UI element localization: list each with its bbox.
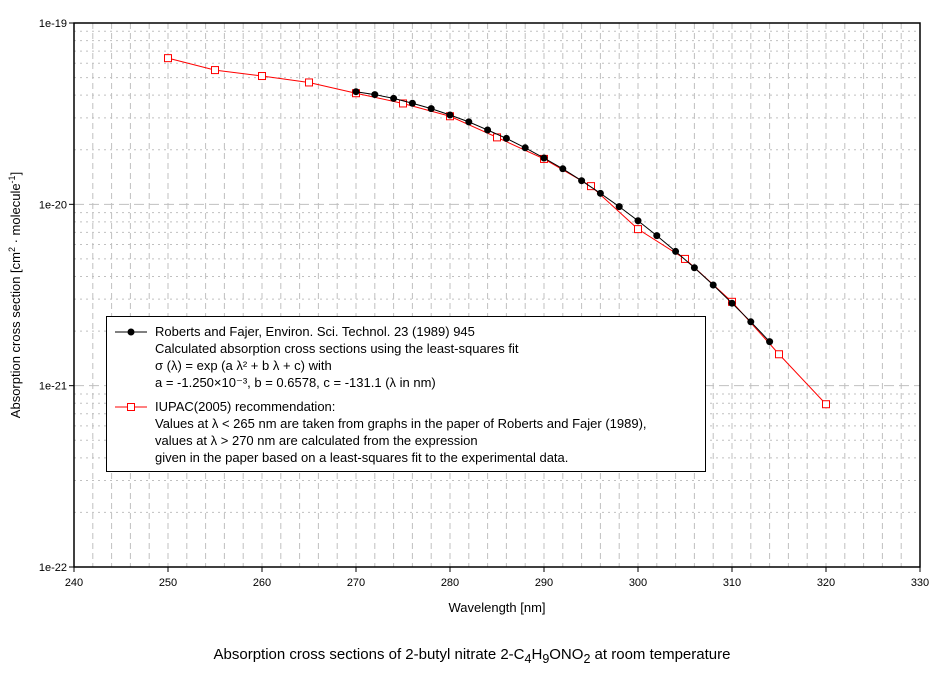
data-point bbox=[747, 318, 755, 326]
data-point bbox=[305, 78, 313, 87]
chart-title: Absorption cross sections of 2-butyl nit… bbox=[213, 646, 731, 666]
legend-symbol-roberts bbox=[115, 328, 147, 336]
data-point bbox=[408, 99, 416, 107]
data-point bbox=[371, 91, 379, 99]
legend-symbol-iupac bbox=[115, 403, 147, 411]
data-point bbox=[634, 225, 642, 234]
legend-line: Roberts and Fajer, Environ. Sci. Technol… bbox=[155, 324, 475, 339]
data-point bbox=[446, 111, 454, 119]
x-tick-label: 280 bbox=[441, 577, 459, 589]
legend-line: values at λ > 270 nm are calculated from… bbox=[155, 433, 478, 448]
data-point bbox=[399, 99, 407, 108]
data-point bbox=[822, 400, 830, 409]
data-point bbox=[596, 189, 604, 197]
grid bbox=[74, 23, 920, 567]
data-point bbox=[578, 177, 586, 185]
y-tick-label: 1e-19 bbox=[39, 18, 67, 30]
data-point bbox=[484, 126, 492, 134]
legend-entry-iupac: IUPAC(2005) recommendation: Values at λ … bbox=[155, 398, 647, 466]
x-tick-label: 250 bbox=[159, 577, 177, 589]
series-roberts bbox=[352, 88, 774, 346]
data-point bbox=[258, 72, 266, 81]
x-tick-label: 320 bbox=[817, 577, 835, 589]
data-point bbox=[672, 247, 680, 255]
data-point bbox=[540, 154, 548, 162]
legend: Roberts and Fajer, Environ. Sci. Technol… bbox=[106, 316, 706, 472]
legend-line: Calculated absorption cross sections usi… bbox=[155, 341, 519, 356]
data-point bbox=[352, 88, 360, 96]
x-tick-label: 270 bbox=[347, 577, 365, 589]
data-point bbox=[211, 66, 219, 75]
data-point bbox=[766, 338, 774, 346]
data-point bbox=[521, 144, 529, 152]
data-point bbox=[559, 165, 567, 173]
legend-line: a = -1.250×10⁻³, b = 0.6578, c = -131.1 … bbox=[155, 375, 436, 390]
data-point bbox=[728, 299, 736, 307]
data-point bbox=[427, 105, 435, 113]
legend-line: IUPAC(2005) recommendation: bbox=[155, 399, 336, 414]
data-point bbox=[775, 350, 783, 359]
data-point bbox=[653, 232, 661, 240]
y-axis-label: Absorption cross section [cm2 · molecule… bbox=[7, 172, 23, 418]
axes: 240 250 260 270 280 290 300 310 320 330 1e-22 1e-21… bbox=[39, 18, 929, 589]
data-point bbox=[634, 217, 642, 225]
x-tick-label: 240 bbox=[65, 577, 83, 589]
x-tick-label: 310 bbox=[723, 577, 741, 589]
data-point bbox=[615, 203, 623, 211]
data-point bbox=[709, 281, 717, 289]
y-tick-label: 1e-22 bbox=[39, 562, 67, 574]
x-axis-label: Wavelength [nm] bbox=[448, 600, 545, 615]
legend-line: σ (λ) = exp (a λ² + b λ + c) with bbox=[155, 358, 332, 373]
data-point bbox=[690, 264, 698, 272]
data-point bbox=[465, 118, 473, 126]
series bbox=[164, 54, 830, 409]
data-point bbox=[164, 54, 172, 63]
legend-line: given in the paper based on a least-squa… bbox=[155, 450, 569, 465]
y-tick-label: 1e-20 bbox=[39, 199, 67, 211]
x-tick-label: 290 bbox=[535, 577, 553, 589]
y-tick-label: 1e-21 bbox=[39, 381, 67, 393]
x-tick-label: 260 bbox=[253, 577, 271, 589]
legend-entry-roberts: Roberts and Fajer, Environ. Sci. Technol… bbox=[155, 323, 518, 391]
data-point bbox=[502, 134, 510, 142]
data-point bbox=[587, 182, 595, 191]
data-point bbox=[390, 94, 398, 102]
legend-line: Values at λ < 265 nm are taken from grap… bbox=[155, 416, 647, 431]
plot-frame bbox=[73, 22, 921, 568]
x-tick-label: 330 bbox=[911, 577, 929, 589]
x-tick-label: 300 bbox=[629, 577, 647, 589]
